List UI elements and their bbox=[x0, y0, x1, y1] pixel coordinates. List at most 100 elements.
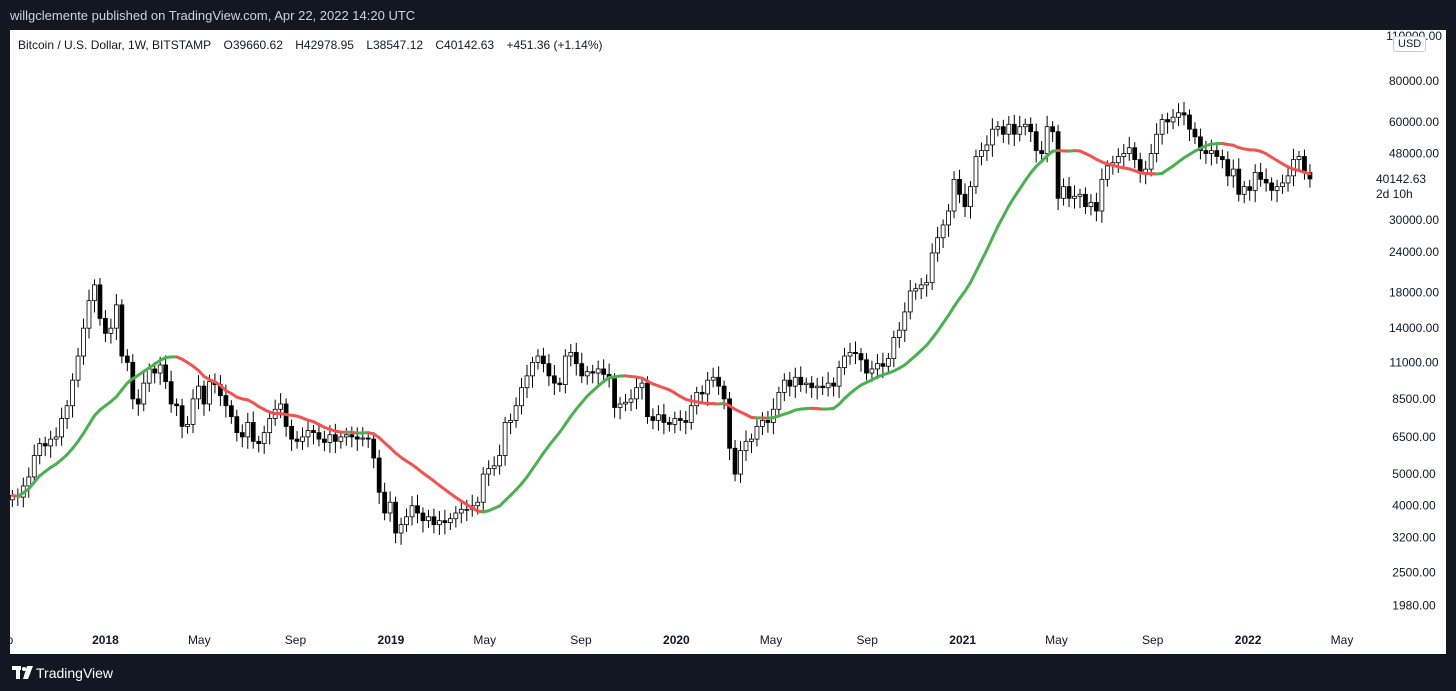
candle-body bbox=[1219, 156, 1225, 160]
candle-body bbox=[738, 450, 743, 475]
symbol-legend: Bitcoin / U.S. Dollar, 1W, BITSTAMP O396… bbox=[18, 38, 612, 52]
candle-body bbox=[853, 351, 858, 355]
price-chart[interactable]: 110000.0080000.0060000.0048000.0030000.0… bbox=[10, 30, 1446, 654]
candle-body bbox=[896, 329, 902, 338]
candle-body bbox=[26, 476, 32, 487]
chart-panel[interactable]: 110000.0080000.0060000.0048000.0030000.0… bbox=[10, 30, 1446, 654]
candle-body bbox=[902, 311, 908, 331]
candle-body bbox=[152, 368, 158, 374]
moving-average-segment bbox=[76, 431, 86, 443]
candle-body bbox=[294, 438, 300, 442]
time-tick-label: May bbox=[1045, 633, 1068, 647]
candle-body bbox=[360, 437, 366, 440]
candle-body bbox=[990, 128, 995, 146]
candle-body bbox=[300, 436, 305, 442]
moving-average-segment bbox=[947, 304, 956, 317]
candle-body bbox=[716, 376, 721, 387]
price-tick-label: 1980.00 bbox=[1392, 598, 1436, 612]
moving-average-segment bbox=[958, 289, 967, 301]
candle-body bbox=[31, 455, 37, 478]
candle-body bbox=[1269, 182, 1274, 191]
candle-body bbox=[634, 387, 639, 400]
candle-body bbox=[1137, 159, 1143, 173]
candle-body bbox=[480, 473, 486, 503]
candle-body bbox=[1044, 126, 1050, 154]
moving-average-segment bbox=[1023, 171, 1033, 183]
candle-body bbox=[1209, 150, 1214, 154]
price-tick-label: 18000.00 bbox=[1389, 286, 1439, 300]
candle-body bbox=[957, 178, 962, 195]
candle-body bbox=[924, 282, 930, 286]
candle-body bbox=[1000, 126, 1006, 135]
candle-body bbox=[727, 398, 732, 449]
candle-body bbox=[875, 363, 880, 370]
candle-body bbox=[973, 156, 979, 188]
currency-button[interactable]: USD bbox=[1393, 36, 1427, 52]
candle-body bbox=[710, 376, 716, 381]
candle-body bbox=[398, 524, 404, 534]
candle-body bbox=[612, 378, 617, 408]
candle-body bbox=[1104, 165, 1110, 180]
candle-body bbox=[935, 237, 940, 254]
time-tick-label: Sep bbox=[285, 633, 307, 647]
candle-body bbox=[913, 288, 919, 292]
candle-body bbox=[119, 304, 125, 357]
candle-body bbox=[81, 327, 86, 357]
candle-body bbox=[1225, 159, 1231, 177]
candle-body bbox=[831, 382, 836, 387]
candle-body bbox=[92, 284, 97, 302]
candle-body bbox=[322, 438, 327, 443]
candle-body bbox=[157, 364, 163, 374]
candle-body bbox=[1072, 195, 1077, 199]
candle-body bbox=[820, 385, 826, 389]
ohlc-close: C40142.63 bbox=[435, 38, 495, 52]
candle-body bbox=[1176, 112, 1181, 118]
candle-body bbox=[584, 371, 590, 377]
candle-body bbox=[519, 387, 524, 407]
candle-body bbox=[601, 368, 607, 375]
candle-body bbox=[891, 337, 897, 359]
candle-body bbox=[721, 385, 727, 400]
candle-body bbox=[749, 438, 754, 442]
candle-body bbox=[787, 379, 793, 387]
candle-body bbox=[146, 368, 152, 384]
candle-body bbox=[343, 434, 349, 438]
moving-average-segment bbox=[558, 422, 567, 434]
candle-body bbox=[946, 210, 951, 226]
candle-body bbox=[1236, 168, 1242, 195]
candle-body bbox=[798, 376, 804, 386]
candle-body bbox=[168, 381, 174, 405]
time-tick-label: Sep bbox=[570, 633, 592, 647]
price-tick-label: 24000.00 bbox=[1389, 245, 1439, 259]
candle-body bbox=[491, 465, 497, 469]
candle-body bbox=[842, 355, 847, 368]
candle-body bbox=[1011, 123, 1017, 135]
price-tick-label: 8500.00 bbox=[1392, 392, 1436, 406]
time-tick-label: May bbox=[760, 633, 783, 647]
candle-body bbox=[760, 420, 765, 427]
footer-bar: TradingView bbox=[0, 654, 1456, 691]
candle-body bbox=[431, 516, 437, 526]
candle-body bbox=[48, 438, 54, 447]
candle-body bbox=[683, 420, 689, 423]
price-tick-label: 3200.00 bbox=[1392, 530, 1436, 544]
candle-body bbox=[464, 508, 470, 511]
candle-body bbox=[546, 363, 552, 377]
candle-body bbox=[617, 403, 623, 408]
candle-body bbox=[929, 252, 935, 284]
candle-body bbox=[502, 422, 508, 456]
price-tick-label: 2500.00 bbox=[1392, 565, 1436, 579]
candle-body bbox=[1165, 119, 1170, 123]
countdown-label: 2d 10h bbox=[1376, 187, 1413, 201]
candle-body bbox=[1083, 193, 1088, 208]
moving-average-segment bbox=[990, 224, 1000, 240]
published-header: willgclemente published on TradingView.c… bbox=[0, 0, 1456, 30]
candle-body bbox=[979, 150, 984, 157]
candle-body bbox=[1214, 150, 1220, 157]
candle-body bbox=[1280, 182, 1285, 188]
candle-body bbox=[135, 398, 141, 405]
candle-body bbox=[59, 418, 64, 438]
candle-body bbox=[1126, 147, 1132, 154]
candle-body bbox=[530, 361, 535, 377]
candle-body bbox=[1148, 153, 1154, 170]
